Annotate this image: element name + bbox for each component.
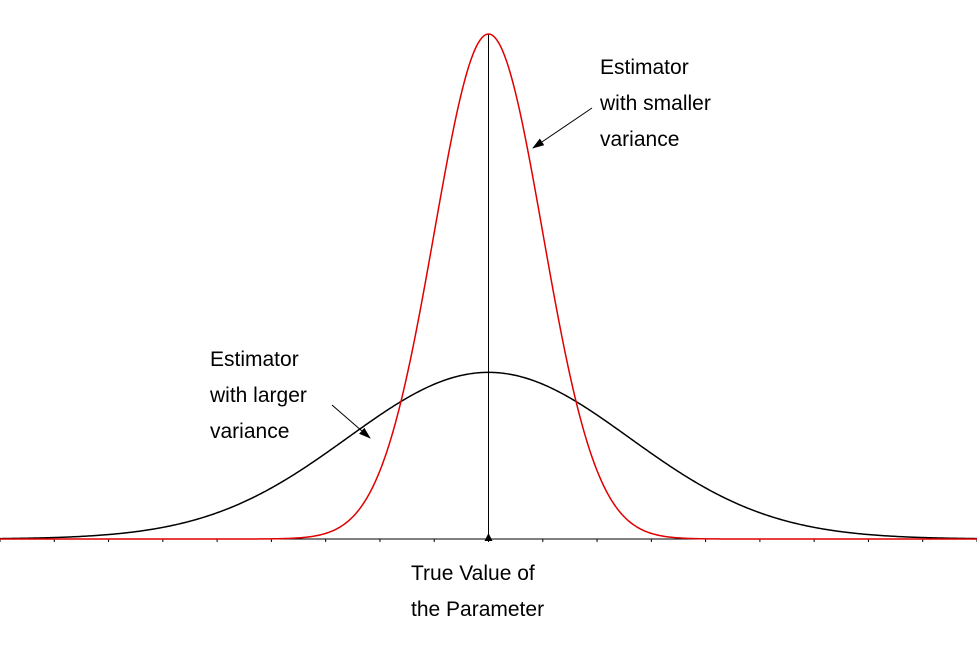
- annotation-true-value: True Value of the Parameter: [411, 556, 544, 628]
- annotation-line: True Value of: [411, 562, 535, 585]
- true-value-marker: [484, 533, 493, 541]
- annotation-smaller-variance: Estimator with smaller variance: [600, 50, 711, 158]
- annotation-line: the Parameter: [411, 598, 545, 621]
- annotation-line: Estimator: [600, 56, 689, 79]
- annotation-line: variance: [210, 420, 290, 443]
- arrow-to-larger-variance-curve: [331, 404, 371, 439]
- annotation-line: with smaller: [600, 92, 711, 115]
- annotation-larger-variance: Estimator with larger variance: [210, 342, 307, 450]
- arrow-to-smaller-variance-curve: [532, 107, 593, 149]
- annotation-line: variance: [600, 128, 680, 151]
- curve-smaller-variance: [0, 33, 977, 540]
- curve-larger-variance: [0, 371, 977, 540]
- annotation-line: Estimator: [210, 348, 299, 371]
- annotation-line: with larger: [210, 384, 307, 407]
